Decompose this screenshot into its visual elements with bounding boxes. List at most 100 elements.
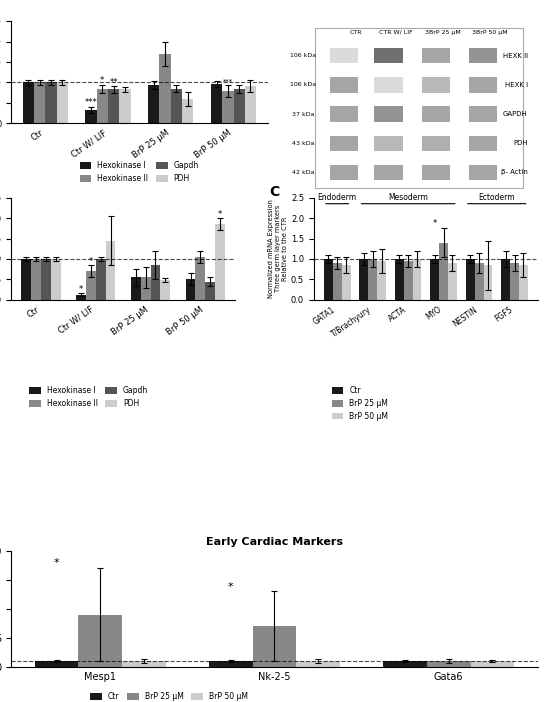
Bar (422, 48, 450, 63)
Bar (182, 99, 193, 124)
Bar (31, 259, 41, 300)
Text: *: * (79, 285, 83, 293)
Bar (76, 295, 86, 300)
Bar (51, 259, 60, 300)
Text: GAPDH: GAPDH (503, 111, 528, 117)
Bar (469, 77, 497, 93)
Text: HEXK I: HEXK I (505, 81, 528, 88)
Bar (519, 265, 528, 300)
Text: ***: *** (85, 98, 97, 107)
Bar (329, 135, 358, 151)
Bar (141, 277, 150, 300)
Bar (368, 259, 377, 300)
Bar (205, 282, 215, 300)
Bar (427, 661, 470, 667)
Bar (395, 259, 404, 300)
Bar (374, 135, 403, 151)
Bar (215, 224, 225, 300)
Text: Endoderm: Endoderm (318, 192, 357, 201)
Text: PDH: PDH (513, 140, 528, 146)
Bar (374, 77, 403, 93)
Bar (122, 661, 166, 667)
Bar (329, 106, 358, 121)
Text: 42 kDa: 42 kDa (292, 170, 315, 175)
Bar (329, 48, 358, 63)
Text: 106 kDa: 106 kDa (290, 82, 317, 87)
Text: **: ** (109, 78, 118, 87)
Text: 43 kDa: 43 kDa (292, 140, 315, 146)
Bar (469, 135, 497, 151)
Bar (41, 259, 51, 300)
Text: C: C (269, 185, 279, 199)
Text: Ectoderm: Ectoderm (479, 192, 515, 201)
Bar (86, 110, 97, 124)
Bar (96, 259, 105, 300)
Bar (195, 257, 205, 300)
Bar (108, 89, 119, 124)
Bar (422, 135, 450, 151)
Bar (35, 661, 79, 667)
Text: *: * (218, 210, 222, 219)
Bar (475, 263, 484, 300)
Bar (422, 106, 450, 121)
Bar (86, 271, 96, 300)
Bar (484, 265, 492, 300)
Legend: Hexokinase I, Hexokinase II, Gapdh, PDH: Hexokinase I, Hexokinase II, Gapdh, PDH (26, 383, 151, 411)
Bar (105, 241, 115, 300)
Bar (160, 280, 170, 300)
Text: β- Actin: β- Actin (501, 169, 528, 176)
Text: Mesoderm: Mesoderm (388, 192, 428, 201)
Legend: Ctr, BrP 25 μM, BrP 50 μM: Ctr, BrP 25 μM, BrP 50 μM (329, 383, 391, 424)
Bar (329, 165, 358, 180)
Text: *: * (433, 219, 437, 228)
Bar (469, 106, 497, 121)
Bar (171, 88, 182, 124)
Bar (253, 626, 296, 667)
Bar (374, 106, 403, 121)
Bar (404, 261, 413, 300)
Bar (150, 265, 160, 300)
Y-axis label: Normalized mRNA Expression
Three germ layer markers
Relative to the CTR: Normalized mRNA Expression Three germ la… (268, 199, 288, 298)
Bar (222, 91, 233, 124)
Bar (439, 243, 448, 300)
Bar (296, 661, 340, 667)
Text: *: * (100, 77, 104, 86)
Bar (211, 84, 222, 124)
Text: 3BrP 50 μM: 3BrP 50 μM (472, 29, 508, 34)
Text: 37 kDa: 37 kDa (292, 112, 315, 117)
Bar (501, 259, 510, 300)
Bar (333, 263, 341, 300)
Bar (448, 263, 457, 300)
Text: *: * (54, 558, 59, 568)
Bar (469, 48, 497, 63)
Text: 106 kDa: 106 kDa (290, 53, 317, 58)
Bar (209, 661, 253, 667)
Bar (422, 77, 450, 93)
Bar (97, 88, 108, 124)
Bar (79, 614, 122, 667)
Bar (374, 165, 403, 180)
Title: Early Cardiac Markers: Early Cardiac Markers (206, 537, 343, 547)
Bar (329, 77, 358, 93)
Bar (469, 165, 497, 180)
Bar (119, 89, 131, 124)
Text: CTR: CTR (349, 29, 362, 34)
Bar (383, 661, 427, 667)
Text: CTR W/ LIF: CTR W/ LIF (379, 29, 412, 34)
Bar (466, 259, 475, 300)
Bar (341, 265, 350, 300)
Text: *: * (88, 257, 93, 266)
Bar (131, 277, 141, 300)
Bar (23, 83, 34, 124)
Bar (315, 28, 523, 188)
Bar (413, 259, 422, 300)
Bar (470, 661, 514, 667)
Bar (360, 259, 368, 300)
Legend: Hexokinase I, Hexokinase II, Gapdh, PDH: Hexokinase I, Hexokinase II, Gapdh, PDH (77, 158, 202, 186)
Text: HEXK II: HEXK II (503, 53, 528, 58)
Bar (159, 54, 171, 124)
Bar (233, 88, 245, 124)
Text: 3BrP 25 μM: 3BrP 25 μM (425, 29, 461, 34)
Bar (374, 48, 403, 63)
Bar (245, 86, 256, 124)
